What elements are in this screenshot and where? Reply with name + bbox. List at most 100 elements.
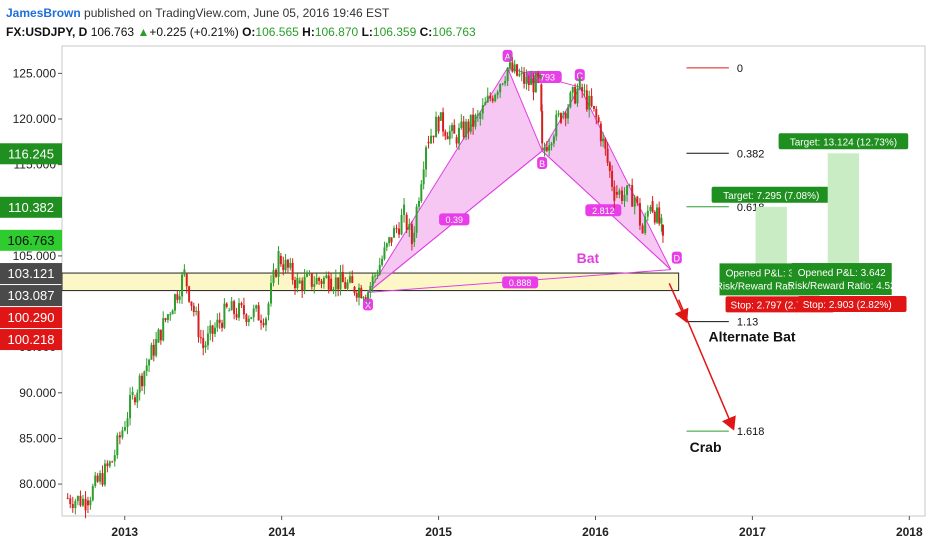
candle-body bbox=[247, 318, 250, 323]
annotation-text[interactable]: Bat bbox=[577, 250, 600, 266]
ratio-label[interactable]: 0.39 bbox=[446, 215, 464, 225]
candle-body bbox=[308, 273, 311, 275]
candle-body bbox=[469, 114, 472, 132]
pattern-point-label[interactable]: D bbox=[674, 254, 681, 264]
ratio-label[interactable]: 2.812 bbox=[592, 206, 615, 216]
last-price: 106.763 bbox=[90, 25, 135, 39]
pattern-point-label[interactable]: X bbox=[365, 300, 371, 310]
candle-body bbox=[123, 427, 126, 431]
price-label-box bbox=[0, 196, 62, 218]
candle-body bbox=[121, 430, 124, 438]
candle-body bbox=[108, 461, 111, 467]
candle-body bbox=[69, 498, 72, 505]
candle-body bbox=[508, 62, 511, 68]
candle-body bbox=[474, 115, 477, 127]
candle-body bbox=[585, 90, 588, 110]
pattern-point-label[interactable]: C bbox=[577, 71, 584, 81]
candle-body bbox=[460, 121, 463, 128]
target-label[interactable]: Target: 7.295 (7.08%) bbox=[723, 191, 819, 202]
candle-body bbox=[525, 76, 528, 84]
candle-body bbox=[491, 98, 494, 102]
candle-body bbox=[303, 276, 306, 291]
candle-body bbox=[66, 497, 69, 499]
candle-body bbox=[615, 192, 618, 195]
rr-label[interactable]: Risk/Reward Ratio: 4.52 bbox=[788, 281, 896, 292]
publication-note: published on TradingView.com, June 05, 2… bbox=[84, 6, 390, 20]
target-label-box bbox=[711, 186, 831, 203]
candle-body bbox=[315, 277, 318, 285]
pattern-point-label[interactable]: A bbox=[505, 52, 511, 62]
candle-body bbox=[552, 136, 555, 144]
candle-body bbox=[138, 375, 141, 393]
annotation-text[interactable]: Crab bbox=[690, 439, 722, 455]
candle-body bbox=[291, 262, 294, 281]
ratio-label[interactable]: 0.793 bbox=[532, 73, 555, 83]
candle-body bbox=[262, 322, 265, 326]
candle-body bbox=[360, 287, 363, 299]
candle-body bbox=[633, 197, 636, 207]
x-tick-label: 2017 bbox=[739, 525, 766, 539]
candle-body bbox=[599, 123, 602, 142]
candle-body bbox=[422, 169, 425, 185]
positions[interactable]: Target: 7.295 (7.08%) Opened P&L: 3.642 Ri… bbox=[711, 133, 909, 313]
candle-body bbox=[233, 301, 236, 314]
candle-body bbox=[513, 64, 516, 72]
candle-body bbox=[202, 338, 205, 349]
price-label: 103.087 bbox=[8, 288, 55, 303]
candle-body bbox=[155, 339, 158, 356]
fib-label[interactable]: 1.618 bbox=[737, 426, 765, 438]
candle-body bbox=[446, 136, 449, 140]
pl-label[interactable]: Opened P&L: 3.642 bbox=[798, 268, 886, 279]
candle-body bbox=[548, 145, 551, 151]
candle-body bbox=[653, 211, 656, 223]
rr-label[interactable]: Risk/Reward Ratio: 2.61 bbox=[716, 281, 824, 292]
candle-body bbox=[506, 67, 509, 82]
pattern-point-label[interactable]: B bbox=[539, 159, 545, 169]
candle-body bbox=[322, 277, 325, 284]
candle-body bbox=[638, 203, 641, 226]
candle-body bbox=[442, 112, 445, 132]
candle-body bbox=[564, 113, 567, 119]
ratio-label[interactable]: 0.888 bbox=[509, 278, 532, 288]
candle-body bbox=[371, 276, 374, 287]
candle-body bbox=[555, 114, 558, 137]
candle-body bbox=[89, 500, 92, 506]
candle-body bbox=[346, 282, 349, 289]
fib-label[interactable]: 0.382 bbox=[737, 148, 765, 160]
candle-body bbox=[557, 113, 560, 115]
candle-body bbox=[467, 121, 470, 132]
candle-body bbox=[641, 225, 644, 234]
candle-body bbox=[364, 297, 367, 299]
candle-body bbox=[325, 275, 328, 278]
annotation-text[interactable]: Alternate Bat bbox=[708, 329, 795, 345]
symbol-label[interactable]: FX:USDJPY, D bbox=[6, 25, 88, 39]
x-tick-label: 2015 bbox=[425, 525, 452, 539]
fib-label[interactable]: 1.13 bbox=[737, 317, 758, 329]
ratio-badge bbox=[525, 71, 562, 84]
candle-body bbox=[216, 319, 219, 328]
pl-label[interactable]: Opened P&L: 3.642 bbox=[726, 268, 814, 279]
stop-label[interactable]: Stop: 2.797 (2.71%) bbox=[731, 300, 820, 311]
candle-body bbox=[448, 131, 451, 140]
fib-label[interactable]: 0 bbox=[737, 63, 743, 75]
y-tick-label: 105.000 bbox=[13, 249, 57, 263]
candle-body bbox=[457, 127, 460, 144]
stop-label[interactable]: Stop: 2.903 (2.82%) bbox=[803, 300, 892, 311]
candle-body bbox=[99, 473, 102, 482]
candle-body bbox=[597, 117, 600, 123]
candle-body bbox=[310, 273, 313, 287]
candle-body bbox=[101, 473, 104, 485]
candle-body bbox=[277, 250, 280, 277]
candle-body bbox=[369, 286, 372, 291]
author-name[interactable]: JamesBrown bbox=[6, 6, 81, 20]
price-label: 106.763 bbox=[8, 233, 55, 248]
annotations[interactable]: Bat Alternate Bat Crab bbox=[577, 250, 796, 455]
candle-body bbox=[520, 72, 523, 75]
chart-header: JamesBrown published on TradingView.com,… bbox=[0, 0, 932, 44]
candle-body bbox=[413, 232, 416, 243]
candle-body bbox=[204, 345, 207, 348]
candle-body bbox=[523, 72, 526, 84]
target-label[interactable]: Target: 13.124 (12.73%) bbox=[790, 137, 897, 148]
ratio-badge bbox=[585, 204, 622, 217]
